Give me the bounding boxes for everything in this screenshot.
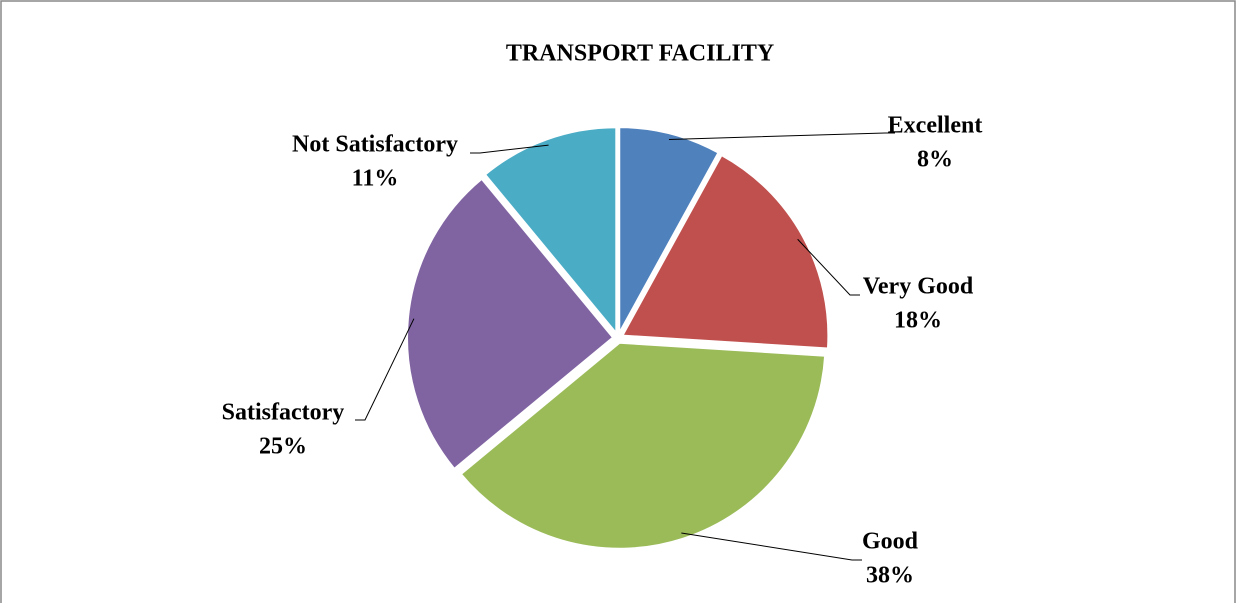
- pie-slice: [459, 341, 827, 550]
- pie-slice: [483, 126, 618, 337]
- leader-line: [470, 144, 549, 154]
- leader-line: [797, 238, 860, 296]
- data-label-name: Not Satisfactory: [292, 132, 458, 158]
- data-label-value: 8%: [917, 147, 953, 173]
- data-label-value: 38%: [866, 563, 914, 589]
- data-label-value: 25%: [259, 434, 307, 460]
- pie-slice: [620, 153, 830, 350]
- data-label-name: Satisfactory: [222, 400, 345, 426]
- data-label-value: 18%: [894, 308, 942, 334]
- leader-line: [668, 132, 895, 140]
- chart-title: TRANSPORT FACILITY: [506, 41, 774, 67]
- data-label-name: Good: [862, 529, 919, 555]
- pie-slice: [618, 126, 720, 334]
- leader-line: [681, 532, 862, 561]
- data-label-value: 11%: [352, 166, 399, 192]
- leader-line: [355, 318, 415, 421]
- pie-slice: [406, 177, 615, 471]
- data-label-name: Very Good: [863, 274, 974, 300]
- data-label-name: Excellent: [888, 113, 983, 139]
